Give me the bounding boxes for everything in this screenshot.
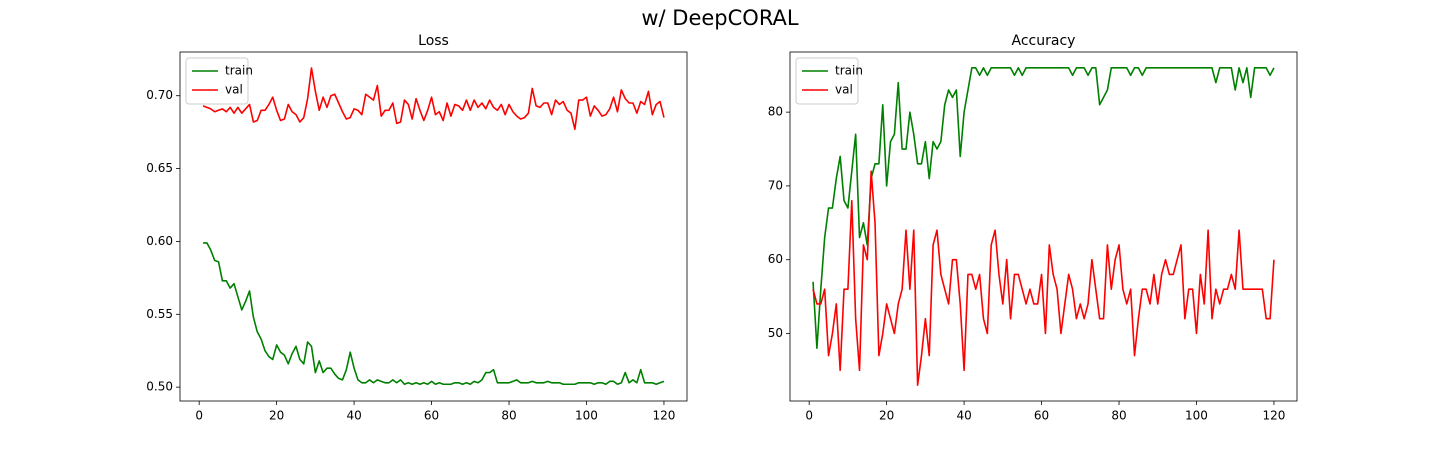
x-tick-label: 40 — [346, 409, 361, 423]
x-tick-label: 80 — [1111, 409, 1126, 423]
x-tick-label: 40 — [956, 409, 971, 423]
series-line — [202, 67, 665, 131]
y-tick-label: 60 — [768, 252, 783, 266]
legend-box — [185, 57, 249, 105]
y-tick-label: 70 — [768, 178, 783, 192]
x-tick-label: 60 — [424, 409, 439, 423]
series-line — [203, 242, 665, 386]
x-tick-label: 120 — [653, 409, 676, 423]
axes-title: Loss — [418, 33, 449, 49]
legend-label: train — [835, 64, 863, 78]
axes-frame — [179, 51, 688, 402]
y-tick-label: 0.70 — [146, 88, 173, 102]
legend-label: val — [225, 83, 243, 97]
series-line — [812, 67, 1275, 350]
y-tick-label: 0.60 — [146, 234, 173, 248]
x-tick-label: 100 — [575, 409, 598, 423]
x-tick-label: 120 — [1263, 409, 1286, 423]
x-tick-label: 20 — [879, 409, 894, 423]
x-tick-label: 20 — [269, 409, 284, 423]
y-tick-label: 0.50 — [146, 380, 173, 394]
x-tick-label: 0 — [805, 409, 813, 423]
y-tick-label: 80 — [768, 105, 783, 119]
y-tick-label: 0.55 — [146, 307, 173, 321]
x-tick-label: 100 — [1185, 409, 1208, 423]
y-tick-label: 0.65 — [146, 161, 173, 175]
legend-label: val — [835, 83, 853, 97]
x-tick-label: 80 — [501, 409, 516, 423]
x-tick-label: 60 — [1034, 409, 1049, 423]
legend-box — [795, 57, 859, 105]
x-tick-label: 0 — [195, 409, 203, 423]
axes-title: Accuracy — [1012, 33, 1076, 49]
figure-title: w/ DeepCORAL — [641, 6, 799, 30]
axes-frame — [789, 51, 1298, 402]
series-line — [812, 170, 1275, 386]
y-tick-label: 50 — [768, 326, 783, 340]
legend-label: train — [225, 64, 253, 78]
